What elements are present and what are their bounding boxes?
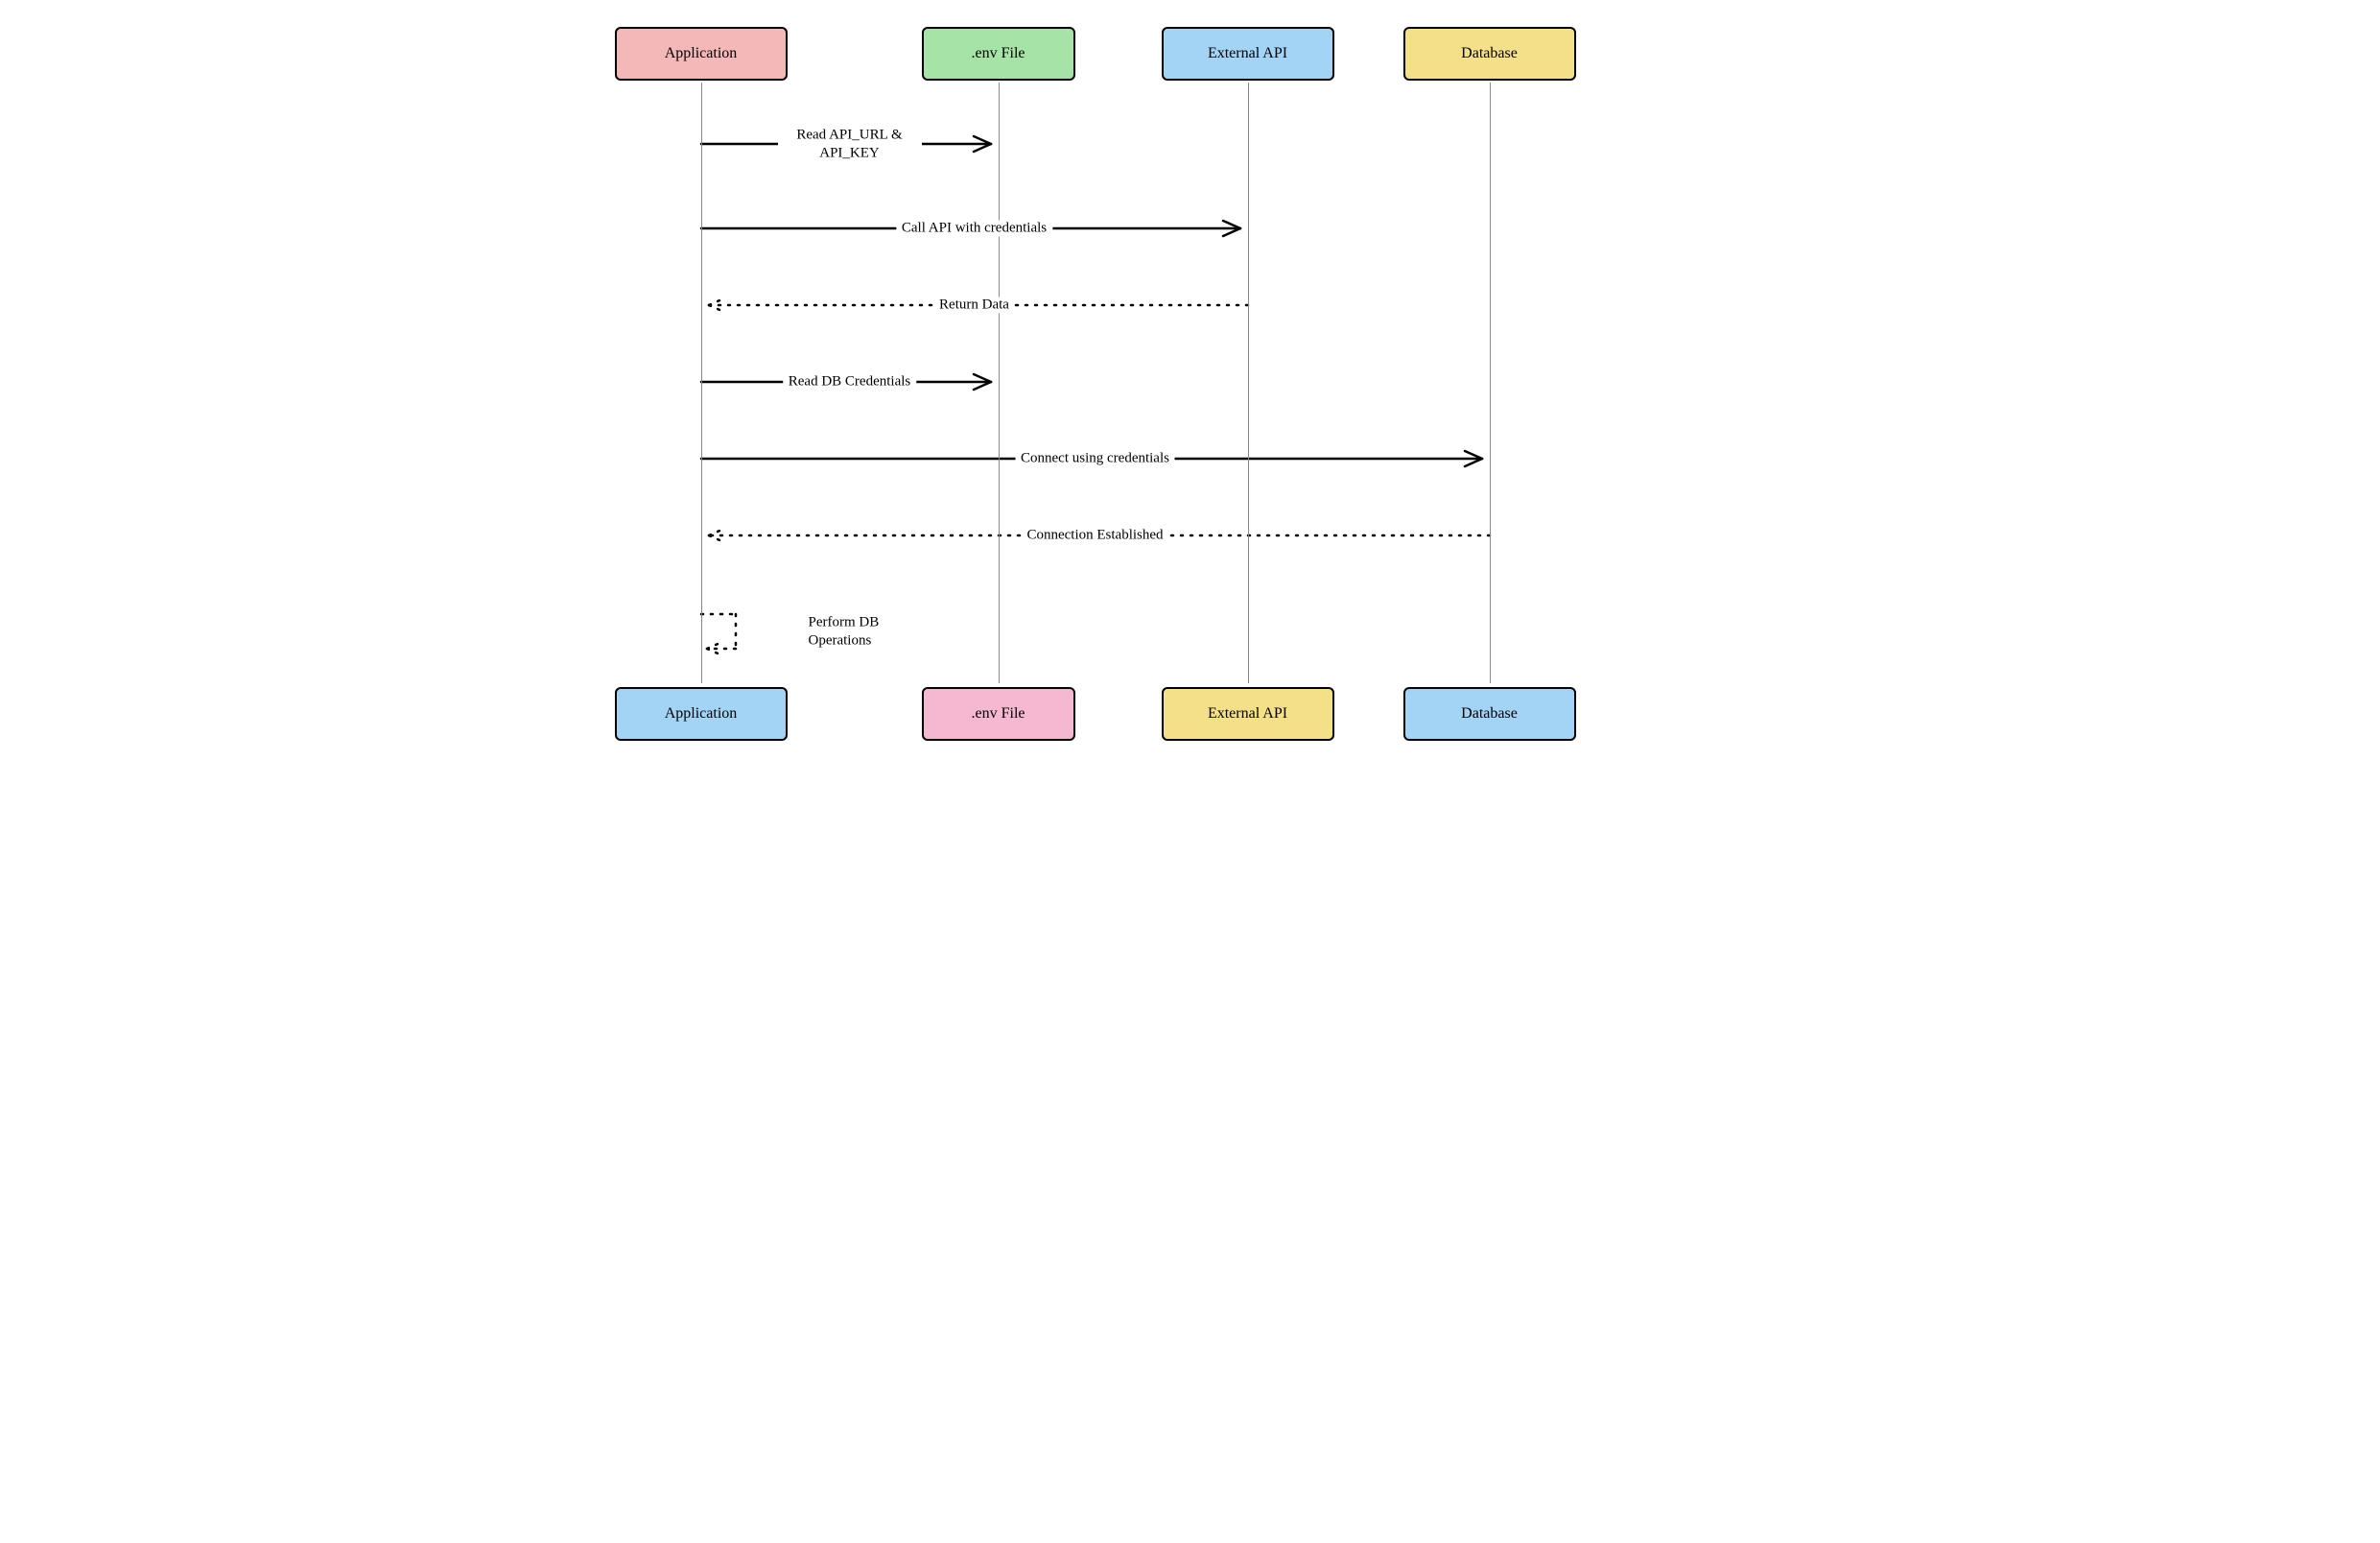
participant-top-db: Database bbox=[1403, 27, 1576, 81]
participant-bottom-api: External API bbox=[1162, 687, 1334, 741]
message-label-5: Connection Established bbox=[1021, 528, 1168, 544]
message-label-4: Connect using credentials bbox=[1015, 451, 1175, 467]
message-label-6: Perform DB Operations bbox=[803, 613, 918, 650]
participant-bottom-app: Application bbox=[615, 687, 788, 741]
lifeline-api bbox=[1248, 83, 1249, 683]
participant-top-app: Application bbox=[615, 27, 788, 81]
message-label-3: Read DB Credentials bbox=[783, 374, 916, 391]
message-label-0: Read API_URL & API_KEY bbox=[778, 126, 922, 162]
participant-top-env: .env File bbox=[922, 27, 1075, 81]
lifeline-db bbox=[1490, 83, 1491, 683]
sequence-diagram: Application Application .env File .env File… bbox=[596, 0, 1785, 772]
lifeline-app bbox=[701, 83, 702, 683]
message-label-2: Return Data bbox=[933, 297, 1015, 314]
participant-bottom-db: Database bbox=[1403, 687, 1576, 741]
arrows-layer bbox=[596, 0, 1785, 772]
lifeline-env bbox=[999, 83, 1000, 683]
participant-top-api: External API bbox=[1162, 27, 1334, 81]
participant-bottom-env: .env File bbox=[922, 687, 1075, 741]
message-label-1: Call API with credentials bbox=[896, 221, 1052, 237]
